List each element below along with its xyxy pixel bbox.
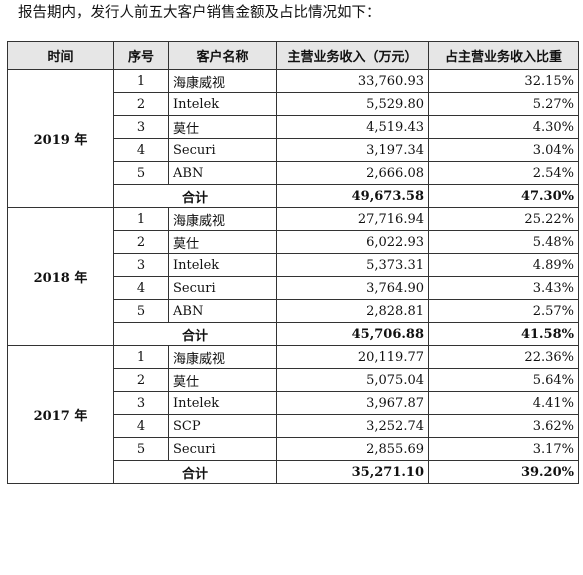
revenue-value: 2,666.08 (276, 161, 429, 185)
share-value: 5.48% (428, 230, 579, 254)
total-label: 合计 (113, 184, 277, 208)
header-revenue: 主营业务收入（万元） (276, 41, 429, 70)
total-row: 合计 49,673.58 47.30% (8, 184, 579, 208)
customer-name: 莫仕 (168, 230, 277, 254)
row-index: 3 (113, 391, 169, 415)
table-row: 2019 年 1 海康威视 33,760.93 32.15% (7, 69, 579, 208)
table-row: 4 SCP 3,252.74 3.62% (8, 414, 579, 438)
row-index: 1 (113, 69, 169, 93)
revenue-value: 2,855.69 (276, 437, 429, 461)
table-row: 3 Intelek 3,967.87 4.41% (8, 391, 579, 415)
share-value: 3.62% (428, 414, 579, 438)
total-label: 合计 (113, 460, 277, 484)
revenue-value: 20,119.77 (276, 345, 429, 369)
total-row: 合计 45,706.88 41.58% (8, 322, 579, 346)
customer-name: Securi (168, 138, 277, 162)
revenue-value: 3,197.34 (276, 138, 429, 162)
total-share: 41.58% (428, 322, 579, 346)
share-value: 4.41% (428, 391, 579, 415)
total-share: 39.20% (428, 460, 579, 484)
table-row: 2017 年 1 海康威视 20,119.77 22.36% (7, 345, 579, 484)
share-value: 22.36% (428, 345, 579, 369)
share-value: 3.17% (428, 437, 579, 461)
revenue-value: 33,760.93 (276, 69, 429, 93)
customer-name: ABN (168, 299, 277, 323)
row-index: 4 (113, 276, 169, 300)
share-value: 3.04% (428, 138, 579, 162)
customer-name: Intelek (168, 253, 277, 277)
row-index: 3 (113, 115, 169, 139)
table-row: 4 Securi 3,197.34 3.04% (8, 138, 579, 162)
year-cell: 2019 年 (7, 69, 114, 208)
table-row: 2018 年 1 海康威视 27,716.94 25.22% (7, 207, 579, 346)
header-index: 序号 (113, 41, 169, 70)
customer-name: Securi (168, 276, 277, 300)
revenue-value: 3,764.90 (276, 276, 429, 300)
customer-name: 海康威视 (168, 345, 277, 369)
row-index: 2 (113, 368, 169, 392)
total-share: 47.30% (428, 184, 579, 208)
revenue-value: 6,022.93 (276, 230, 429, 254)
row-index: 5 (113, 299, 169, 323)
table-row: 3 Intelek 5,373.31 4.89% (8, 253, 579, 277)
year-cell: 2018 年 (7, 207, 114, 346)
table-row: 4 Securi 3,764.90 3.43% (8, 276, 579, 300)
revenue-value: 3,252.74 (276, 414, 429, 438)
header-share: 占主营业务收入比重 (428, 41, 579, 70)
share-value: 4.30% (428, 115, 579, 139)
customer-name: ABN (168, 161, 277, 185)
revenue-value: 5,373.31 (276, 253, 429, 277)
customer-name: 海康威视 (168, 69, 277, 93)
row-index: 1 (113, 207, 169, 231)
row-index: 2 (113, 230, 169, 254)
customer-name: Intelek (168, 92, 277, 116)
share-value: 32.15% (428, 69, 579, 93)
share-value: 5.27% (428, 92, 579, 116)
customer-name: SCP (168, 414, 277, 438)
customer-name: Securi (168, 437, 277, 461)
share-value: 5.64% (428, 368, 579, 392)
row-index: 4 (113, 414, 169, 438)
share-value: 4.89% (428, 253, 579, 277)
row-index: 1 (113, 345, 169, 369)
revenue-value: 3,967.87 (276, 391, 429, 415)
revenue-value: 2,828.81 (276, 299, 429, 323)
table-row: 5 Securi 2,855.69 3.17% (8, 437, 579, 461)
revenue-value: 4,519.43 (276, 115, 429, 139)
share-value: 3.43% (428, 276, 579, 300)
total-revenue: 45,706.88 (276, 322, 429, 346)
total-revenue: 49,673.58 (276, 184, 429, 208)
total-label: 合计 (113, 322, 277, 346)
row-index: 5 (113, 161, 169, 185)
intro-text: 报告期内，发行人前五大客户销售金额及占比情况如下： (18, 5, 381, 21)
total-row: 合计 35,271.10 39.20% (8, 460, 579, 484)
table-header-row: 时间 序号 客户名称 主营业务收入（万元） 占主营业务收入比重 (7, 41, 579, 70)
total-revenue: 35,271.10 (276, 460, 429, 484)
customer-name: Intelek (168, 391, 277, 415)
revenue-value: 5,529.80 (276, 92, 429, 116)
share-value: 2.54% (428, 161, 579, 185)
header-period: 时间 (7, 41, 114, 70)
table-row: 3 莫仕 4,519.43 4.30% (8, 115, 579, 139)
customer-name: 莫仕 (168, 368, 277, 392)
table-row: 2 莫仕 6,022.93 5.48% (8, 230, 579, 254)
row-index: 5 (113, 437, 169, 461)
customer-name: 莫仕 (168, 115, 277, 139)
customer-name: 海康威视 (168, 207, 277, 231)
row-index: 2 (113, 92, 169, 116)
year-cell: 2017 年 (7, 345, 114, 484)
revenue-value: 27,716.94 (276, 207, 429, 231)
share-value: 25.22% (428, 207, 579, 231)
row-index: 3 (113, 253, 169, 277)
table-body: 2019 年 1 海康威视 33,760.93 32.15% 2 Intelek 5,529.… (7, 69, 579, 484)
header-customer: 客户名称 (168, 41, 277, 70)
share-value: 2.57% (428, 299, 579, 323)
table-row: 2 莫仕 5,075.04 5.64% (8, 368, 579, 392)
revenue-value: 5,075.04 (276, 368, 429, 392)
row-index: 4 (113, 138, 169, 162)
table-row: 5 ABN 2,666.08 2.54% (8, 161, 579, 185)
